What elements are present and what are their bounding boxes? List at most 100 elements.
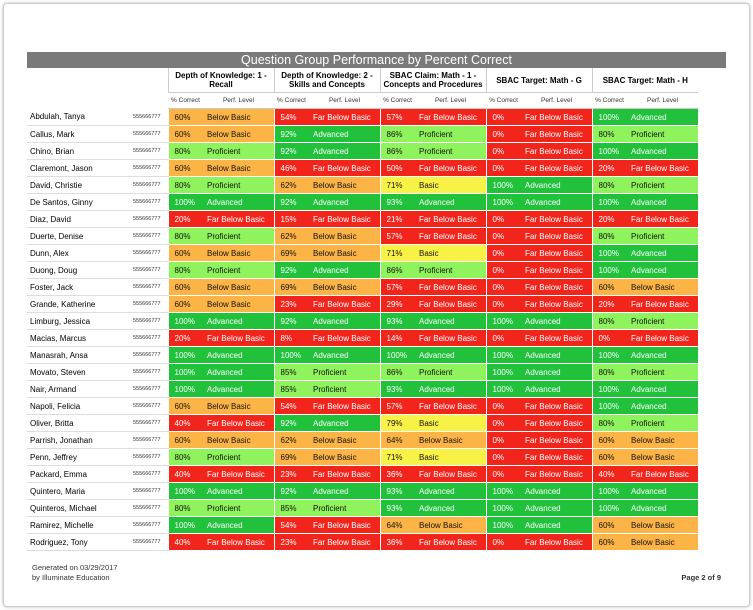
- performance-level: Advanced: [309, 312, 381, 330]
- performance-level: Far Below Basic: [627, 329, 699, 347]
- performance-level: Far Below Basic: [627, 295, 699, 313]
- performance-level: Far Below Basic: [415, 533, 487, 551]
- student-name: Parrish, Jonathan: [27, 431, 130, 449]
- percent-correct: 80%: [167, 499, 203, 517]
- percent-correct: 60%: [591, 516, 628, 534]
- table-row: Limburg, Jessica 555666777 100% Advanced 92%…: [27, 312, 699, 330]
- performance-level: Advanced: [309, 261, 381, 279]
- percent-correct: 100%: [591, 193, 628, 211]
- performance-level: Far Below Basic: [415, 108, 487, 126]
- table-row: Foster, Jack 555666777 60% Below Basic 69% Be…: [27, 278, 699, 296]
- student-name: Claremont, Jason: [27, 159, 130, 177]
- student-name: Limburg, Jessica: [27, 312, 130, 330]
- student-id: 555666777: [130, 397, 168, 415]
- performance-level: Below Basic: [309, 431, 381, 449]
- table-row: De Santos, Ginny 555666777 100% Advanced 92%…: [27, 193, 699, 211]
- performance-level: Far Below Basic: [309, 159, 381, 177]
- percent-correct: 62%: [273, 431, 309, 449]
- performance-level: Proficient: [309, 380, 381, 398]
- percent-correct: 100%: [591, 380, 628, 398]
- percent-correct: 60%: [167, 278, 203, 296]
- student-name: Diaz, David: [27, 210, 130, 228]
- percent-correct: 57%: [379, 397, 416, 415]
- performance-level: Far Below Basic: [415, 397, 487, 415]
- percent-correct: 0%: [485, 431, 522, 449]
- percent-correct: 54%: [273, 516, 309, 534]
- performance-level: Proficient: [203, 261, 274, 279]
- percent-correct: 54%: [273, 397, 309, 415]
- percent-correct: 60%: [167, 295, 203, 313]
- percent-correct: 80%: [167, 448, 203, 466]
- performance-level: Basic: [415, 448, 487, 466]
- percent-correct: 100%: [485, 482, 522, 500]
- report-title: Question Group Performance by Percent Co…: [27, 52, 726, 68]
- performance-level: Far Below Basic: [521, 244, 593, 262]
- percent-correct: 100%: [273, 346, 309, 364]
- percent-correct: 40%: [167, 533, 203, 551]
- performance-level: Far Below Basic: [521, 142, 593, 160]
- performance-level: Advanced: [521, 363, 593, 381]
- performance-level: Far Below Basic: [203, 465, 274, 483]
- percent-correct: 0%: [485, 448, 522, 466]
- student-name: Movato, Steven: [27, 363, 130, 381]
- performance-level: Advanced: [203, 363, 274, 381]
- student-id: 555666777: [130, 465, 168, 483]
- percent-correct: 100%: [167, 516, 203, 534]
- performance-level: Below Basic: [203, 397, 274, 415]
- percent-correct: 21%: [379, 210, 416, 228]
- percent-correct: 92%: [273, 312, 309, 330]
- performance-level: Below Basic: [203, 295, 274, 313]
- percent-correct: 100%: [167, 482, 203, 500]
- percent-correct: 57%: [379, 278, 416, 296]
- student-name: Ramirez, Michelle: [27, 516, 130, 534]
- performance-level: Proficient: [203, 499, 274, 517]
- percent-correct: 0%: [485, 227, 522, 245]
- student-id: 555666777: [130, 261, 168, 279]
- performance-level: Advanced: [203, 380, 274, 398]
- student-id: 555666777: [130, 329, 168, 347]
- percent-correct: 100%: [485, 312, 522, 330]
- performance-level: Proficient: [203, 142, 274, 160]
- performance-level: Advanced: [203, 312, 274, 330]
- performance-level: Advanced: [521, 499, 593, 517]
- performance-level: Advanced: [415, 380, 487, 398]
- percent-correct: 100%: [485, 176, 522, 194]
- performance-level: Advanced: [627, 397, 699, 415]
- percent-correct: 40%: [167, 414, 203, 432]
- performance-level: Far Below Basic: [521, 414, 593, 432]
- pct-subheader: % Correct: [486, 92, 522, 109]
- percent-correct: 100%: [591, 499, 628, 517]
- student-id: 555666777: [130, 210, 168, 228]
- student-name: Duerte, Denise: [27, 227, 130, 245]
- performance-level: Below Basic: [627, 448, 699, 466]
- percent-correct: 0%: [485, 397, 522, 415]
- performance-level: Advanced: [309, 125, 381, 143]
- performance-level: Far Below Basic: [415, 329, 487, 347]
- performance-level: Far Below Basic: [521, 329, 593, 347]
- performance-level: Below Basic: [309, 176, 381, 194]
- level-subheader: Perf. Level: [415, 92, 487, 109]
- percent-correct: 100%: [167, 363, 203, 381]
- performance-level: Advanced: [203, 193, 274, 211]
- performance-level: Advanced: [309, 414, 381, 432]
- performance-level: Advanced: [203, 516, 274, 534]
- percent-correct: 80%: [591, 312, 628, 330]
- performance-level: Advanced: [415, 499, 487, 517]
- performance-level: Advanced: [627, 346, 699, 364]
- student-name: Abdulah, Tanya: [27, 108, 130, 126]
- table-row: Dunn, Alex 555666777 60% Below Basic 69% Belo…: [27, 244, 699, 262]
- percent-correct: 92%: [273, 193, 309, 211]
- percent-correct: 20%: [591, 159, 628, 177]
- percent-correct: 86%: [379, 261, 416, 279]
- table-row: Ramirez, Michelle 555666777 100% Advanced 54…: [27, 516, 699, 534]
- student-id: 555666777: [130, 482, 168, 500]
- performance-level: Below Basic: [203, 159, 274, 177]
- student-id: 555666777: [130, 193, 168, 211]
- percent-correct: 80%: [591, 363, 628, 381]
- percent-correct: 71%: [379, 448, 416, 466]
- group-header: SBAC Target: Math - G: [485, 68, 593, 93]
- percent-correct: 0%: [485, 210, 522, 228]
- percent-correct: 86%: [379, 125, 416, 143]
- level-subheader: Perf. Level: [521, 92, 593, 109]
- performance-level: Proficient: [415, 125, 487, 143]
